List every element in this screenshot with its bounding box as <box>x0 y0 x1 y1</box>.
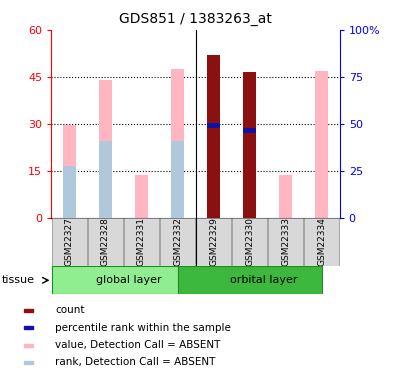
Text: GSM22333: GSM22333 <box>281 217 290 266</box>
Bar <box>24 326 33 329</box>
Bar <box>52 266 178 294</box>
Bar <box>279 176 292 217</box>
Bar <box>243 72 256 217</box>
Text: GSM22327: GSM22327 <box>65 217 74 266</box>
Text: orbital layer: orbital layer <box>230 275 297 285</box>
Bar <box>63 166 76 218</box>
Bar <box>196 217 231 266</box>
Bar <box>52 217 87 266</box>
Text: GSM22330: GSM22330 <box>245 217 254 266</box>
Bar <box>178 266 322 294</box>
Text: GSM22328: GSM22328 <box>101 217 110 266</box>
Bar <box>232 217 267 266</box>
Bar <box>207 55 220 217</box>
Text: GSM22334: GSM22334 <box>317 217 326 266</box>
Bar <box>124 217 159 266</box>
Bar <box>243 128 256 133</box>
Bar <box>88 217 123 266</box>
Text: value, Detection Call = ABSENT: value, Detection Call = ABSENT <box>55 340 221 350</box>
Bar <box>24 344 33 346</box>
Bar <box>171 69 184 218</box>
Bar <box>99 80 112 218</box>
Title: GDS851 / 1383263_at: GDS851 / 1383263_at <box>119 12 272 26</box>
Bar <box>315 70 328 217</box>
Bar <box>135 176 148 217</box>
Text: GSM22331: GSM22331 <box>137 217 146 266</box>
Bar <box>171 141 184 218</box>
Text: percentile rank within the sample: percentile rank within the sample <box>55 323 231 333</box>
Bar <box>243 72 256 217</box>
Bar <box>99 141 112 218</box>
Text: global layer: global layer <box>96 275 162 285</box>
Bar <box>207 123 220 128</box>
Text: tissue: tissue <box>2 275 35 285</box>
Bar <box>160 217 195 266</box>
Text: count: count <box>55 305 85 315</box>
Bar <box>24 309 33 312</box>
Bar <box>24 361 33 364</box>
Text: GSM22332: GSM22332 <box>173 217 182 266</box>
Bar <box>268 217 303 266</box>
Text: rank, Detection Call = ABSENT: rank, Detection Call = ABSENT <box>55 357 216 368</box>
Text: GSM22329: GSM22329 <box>209 217 218 266</box>
Bar <box>63 125 76 218</box>
Bar <box>207 55 220 217</box>
Bar <box>305 217 339 266</box>
